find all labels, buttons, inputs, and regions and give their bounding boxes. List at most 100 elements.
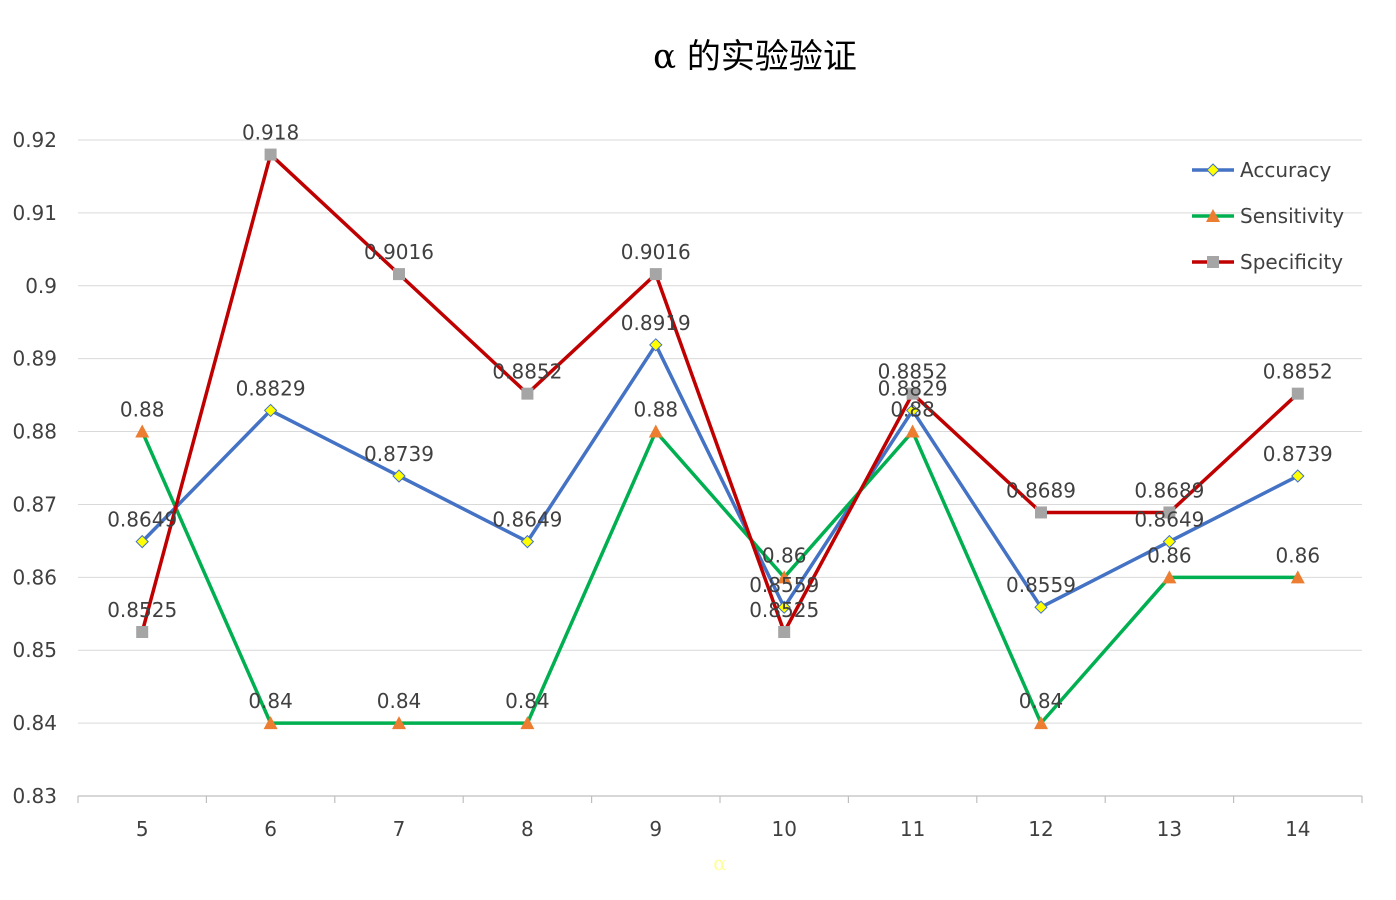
x-tick-label: 8 [521, 817, 534, 841]
data-label-sensitivity: 0.84 [1019, 689, 1064, 713]
y-tick-label: 0.9 [25, 274, 57, 298]
data-label-accuracy: 0.8739 [364, 442, 434, 466]
data-label-specificity: 0.8852 [878, 360, 948, 384]
x-tick-label: 9 [649, 817, 662, 841]
data-point-sensitivity [648, 424, 663, 438]
data-label-sensitivity: 0.84 [248, 689, 293, 713]
data-point-specificity [1035, 506, 1047, 519]
series-lines [135, 148, 1305, 730]
data-point-sensitivity [263, 716, 278, 730]
data-point-sensitivity [135, 424, 150, 438]
data-label-sensitivity: 0.84 [505, 689, 550, 713]
y-tick-label: 0.89 [12, 347, 57, 371]
data-point-sensitivity [1034, 716, 1048, 730]
data-label-sensitivity: 0.88 [634, 398, 679, 422]
data-label-accuracy: 0.8559 [749, 573, 819, 597]
data-point-specificity [264, 148, 277, 161]
x-tick-label: 13 [1157, 817, 1182, 841]
data-label-specificity: 0.9016 [364, 240, 434, 264]
data-label-sensitivity: 0.88 [890, 398, 935, 422]
data-point-specificity [136, 626, 149, 638]
legend-marker [1206, 163, 1220, 177]
data-labels: 0.8649 0.8829 0.8739 0.8649 0.8919 0.8559 0.88… [107, 121, 1333, 714]
data-point-specificity [649, 268, 662, 281]
data-label-accuracy: 0.8919 [621, 311, 691, 335]
data-point-accuracy [905, 403, 920, 418]
x-tick-label: 5 [136, 817, 149, 841]
y-tick-label: 0.88 [12, 420, 57, 444]
y-tick-label: 0.84 [12, 711, 57, 735]
series-line-sensitivity [140, 429, 1298, 725]
axes: 0.83 0.84 0.85 0.86 0.87 0.88 0.89 0.9 0.91 0.92 5… [12, 128, 1363, 841]
x-tick-label: 10 [771, 817, 796, 841]
legend: Accuracy Sensitivity Specificity [1192, 158, 1344, 274]
y-tick-label: 0.92 [12, 128, 57, 152]
data-point-sensitivity [520, 716, 535, 730]
data-point-sensitivity [392, 716, 406, 730]
data-point-sensitivity [905, 424, 920, 438]
data-point-accuracy [649, 338, 663, 352]
y-tick-label: 0.85 [12, 638, 57, 662]
data-point-accuracy [263, 403, 278, 418]
data-label-accuracy: 0.8559 [1006, 573, 1076, 597]
data-point-accuracy [1291, 469, 1305, 483]
data-label-sensitivity: 0.88 [120, 398, 165, 422]
data-label-specificity: 0.8525 [749, 598, 819, 622]
data-point-accuracy [1034, 600, 1048, 614]
data-point-accuracy [1162, 534, 1177, 549]
legend-marker [1207, 256, 1219, 268]
data-label-specificity: 0.918 [242, 121, 299, 145]
legend-item-sensitivity: Sensitivity [1192, 204, 1344, 228]
legend-item-accuracy: Accuracy [1192, 158, 1331, 182]
legend-label: Sensitivity [1240, 204, 1344, 228]
data-point-specificity [393, 268, 405, 281]
legend-label: Specificity [1240, 250, 1343, 274]
data-point-sensitivity [1162, 570, 1177, 584]
data-point-specificity [906, 387, 919, 400]
y-tick-label: 0.83 [12, 784, 57, 808]
y-tick-label: 0.86 [12, 565, 57, 589]
data-label-specificity: 0.9016 [621, 240, 691, 264]
data-point-accuracy [135, 534, 149, 549]
data-label-specificity: 0.8689 [1134, 478, 1204, 502]
data-label-specificity: 0.8852 [1263, 360, 1333, 384]
series-line-accuracy [140, 343, 1299, 609]
data-point-accuracy [777, 600, 791, 614]
legend-item-specificity: Specificity [1192, 250, 1343, 274]
data-point-specificity [1163, 506, 1176, 519]
gridlines [78, 139, 1362, 724]
y-tick-label: 0.87 [12, 492, 57, 516]
x-tick-label: 11 [900, 817, 925, 841]
data-label-specificity: 0.8525 [107, 598, 177, 622]
data-label-sensitivity: 0.86 [762, 543, 807, 567]
data-label-sensitivity: 0.86 [1147, 543, 1192, 567]
x-tick-label: 12 [1028, 817, 1053, 841]
x-tick-label: 7 [393, 817, 406, 841]
data-label-specificity: 0.8689 [1006, 478, 1076, 502]
data-label-sensitivity: 0.86 [1276, 543, 1321, 567]
data-label-accuracy: 0.8829 [878, 376, 948, 400]
x-tick-label: 6 [264, 817, 277, 841]
data-label-accuracy: 0.8649 [1134, 508, 1204, 532]
x-axis-title: α [713, 851, 727, 875]
data-point-sensitivity [777, 570, 792, 584]
data-label-accuracy: 0.8829 [236, 376, 306, 400]
data-label-specificity: 0.8852 [492, 360, 562, 384]
x-tick-label: 14 [1285, 817, 1310, 841]
legend-label: Accuracy [1240, 158, 1331, 182]
data-point-specificity [521, 387, 534, 400]
data-label-accuracy: 0.8739 [1263, 442, 1333, 466]
legend-marker [1206, 209, 1220, 222]
data-point-sensitivity [1290, 570, 1305, 584]
y-tick-label: 0.91 [12, 201, 57, 225]
data-label-accuracy: 0.8649 [107, 508, 177, 532]
data-point-specificity [1291, 387, 1304, 400]
data-point-accuracy [392, 469, 406, 483]
data-point-specificity [778, 626, 791, 638]
series-line-specificity [140, 152, 1299, 634]
chart-title: α 的实验验证 [653, 37, 857, 77]
data-label-accuracy: 0.8649 [492, 508, 562, 532]
data-point-accuracy [520, 534, 535, 549]
